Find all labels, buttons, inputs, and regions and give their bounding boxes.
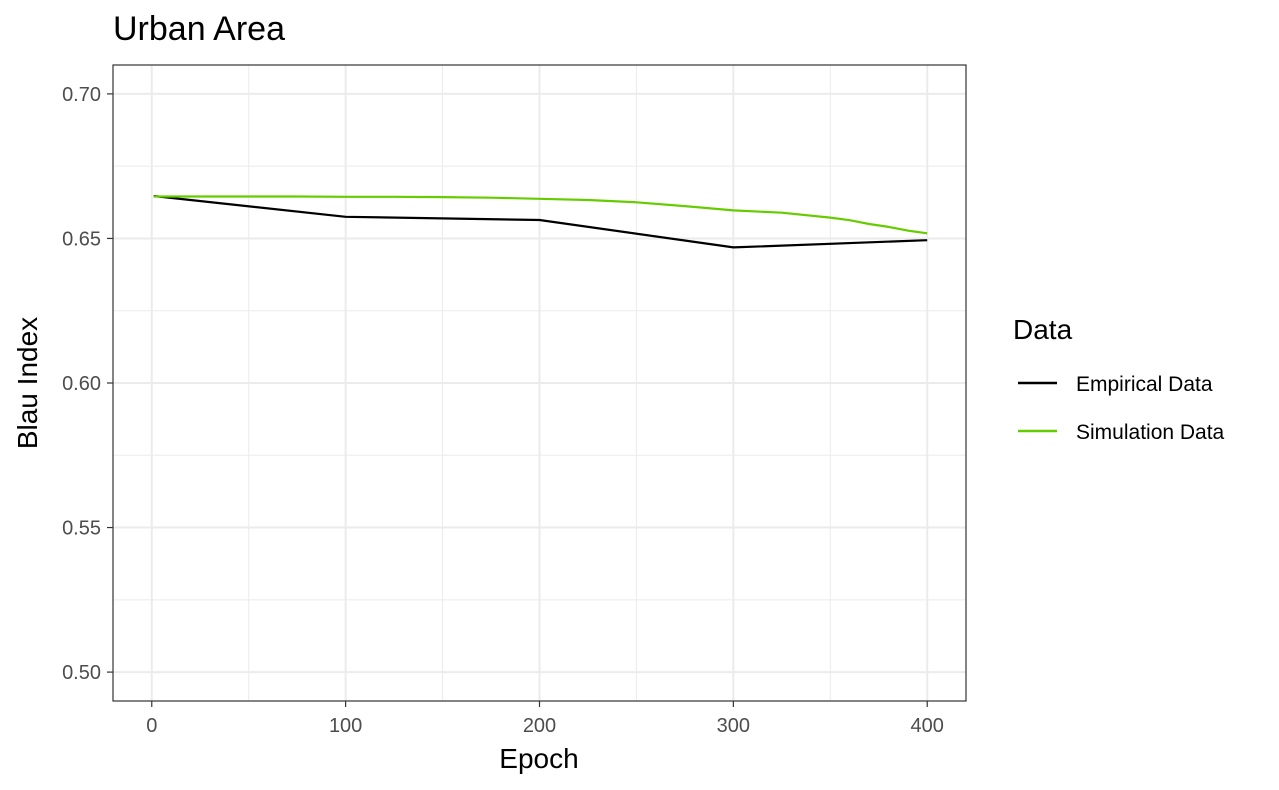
x-axis-title: Epoch [499,743,578,774]
x-tick-label: 100 [329,715,362,737]
y-tick-label: 0.70 [62,84,101,106]
y-tick-label: 0.50 [62,662,101,684]
x-tick-label: 300 [717,715,750,737]
legend-title: Data [1013,314,1073,345]
y-tick-label: 0.55 [62,518,101,540]
y-tick-label: 0.60 [62,373,101,395]
legend-label-1: Empirical Data [1076,373,1213,396]
legend-label-2: Simulation Data [1076,421,1225,444]
x-tick-label: 400 [911,715,944,737]
x-tick-label: 200 [523,715,556,737]
y-axis-title: Blau Index [12,317,43,449]
grid-major [113,65,966,701]
y-axis: 0.50 0.55 0.60 0.65 0.70 [62,84,113,684]
x-tick-label: 0 [146,715,157,737]
chart-title: Urban Area [113,10,285,48]
x-axis: 0 100 200 300 400 [146,701,944,737]
series-layer [153,194,928,249]
legend: Empirical Data Simulation Data [1018,373,1225,444]
y-tick-label: 0.65 [62,228,101,250]
series-line-2 [153,195,928,235]
series-line-1 [153,194,928,249]
